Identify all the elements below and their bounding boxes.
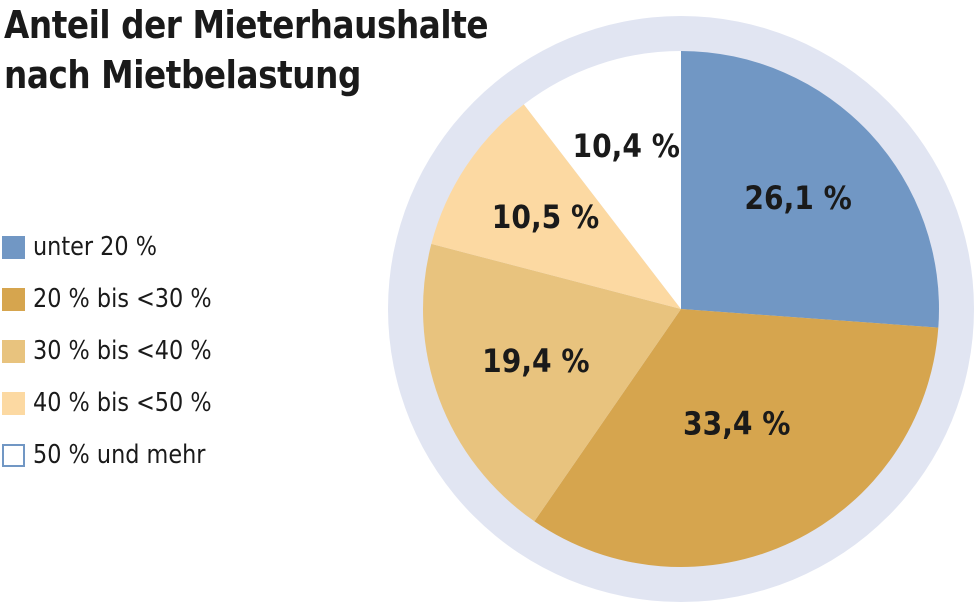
pie-slice-label: 26,1 %: [744, 180, 851, 217]
pie-slice: [681, 51, 939, 328]
pie-slice: [423, 243, 681, 522]
pie-slice-label: 33,4 %: [683, 406, 790, 443]
legend-label: 40 % bis <50 %: [33, 388, 212, 418]
legend-item-30-40: 30 % bis <40 %: [2, 325, 241, 377]
legend-label: unter 20 %: [33, 232, 157, 262]
pie-slice: [523, 51, 681, 309]
legend-item-40-50: 40 % bis <50 %: [2, 377, 241, 429]
legend: unter 20 % 20 % bis <30 % 30 % bis <40 %…: [2, 221, 241, 481]
pie-slice: [431, 104, 681, 309]
pie-slice: [534, 309, 939, 568]
legend-label: 20 % bis <30 %: [33, 284, 212, 314]
legend-item-50-plus: 50 % und mehr: [2, 429, 241, 481]
pie-slice-label: 10,5 %: [492, 200, 599, 237]
legend-item-unter-20: unter 20 %: [2, 221, 241, 273]
legend-item-20-30: 20 % bis <30 %: [2, 273, 241, 325]
legend-label: 30 % bis <40 %: [33, 336, 212, 366]
chart-title-line-1: Anteil der Mieterhaushalte: [4, 3, 489, 47]
legend-swatch: [2, 443, 25, 467]
pie-slice-label: 19,4 %: [482, 343, 589, 380]
legend-swatch: [2, 339, 25, 363]
legend-label: 50 % und mehr: [33, 440, 206, 470]
chart-title-line-2: nach Mietbelastung: [4, 53, 361, 97]
pie-slices: [423, 51, 939, 568]
legend-swatch: [2, 235, 25, 259]
pie-labels: 26,1 % 33,4 % 19,4 % 10,5 % 10,4 %: [482, 128, 852, 443]
chart-title: Anteil der Mieterhaushalte nach Mietbela…: [4, 0, 489, 100]
legend-swatch: [2, 287, 25, 311]
legend-swatch: [2, 391, 25, 415]
pie-slice-label: 10,4 %: [573, 128, 680, 165]
